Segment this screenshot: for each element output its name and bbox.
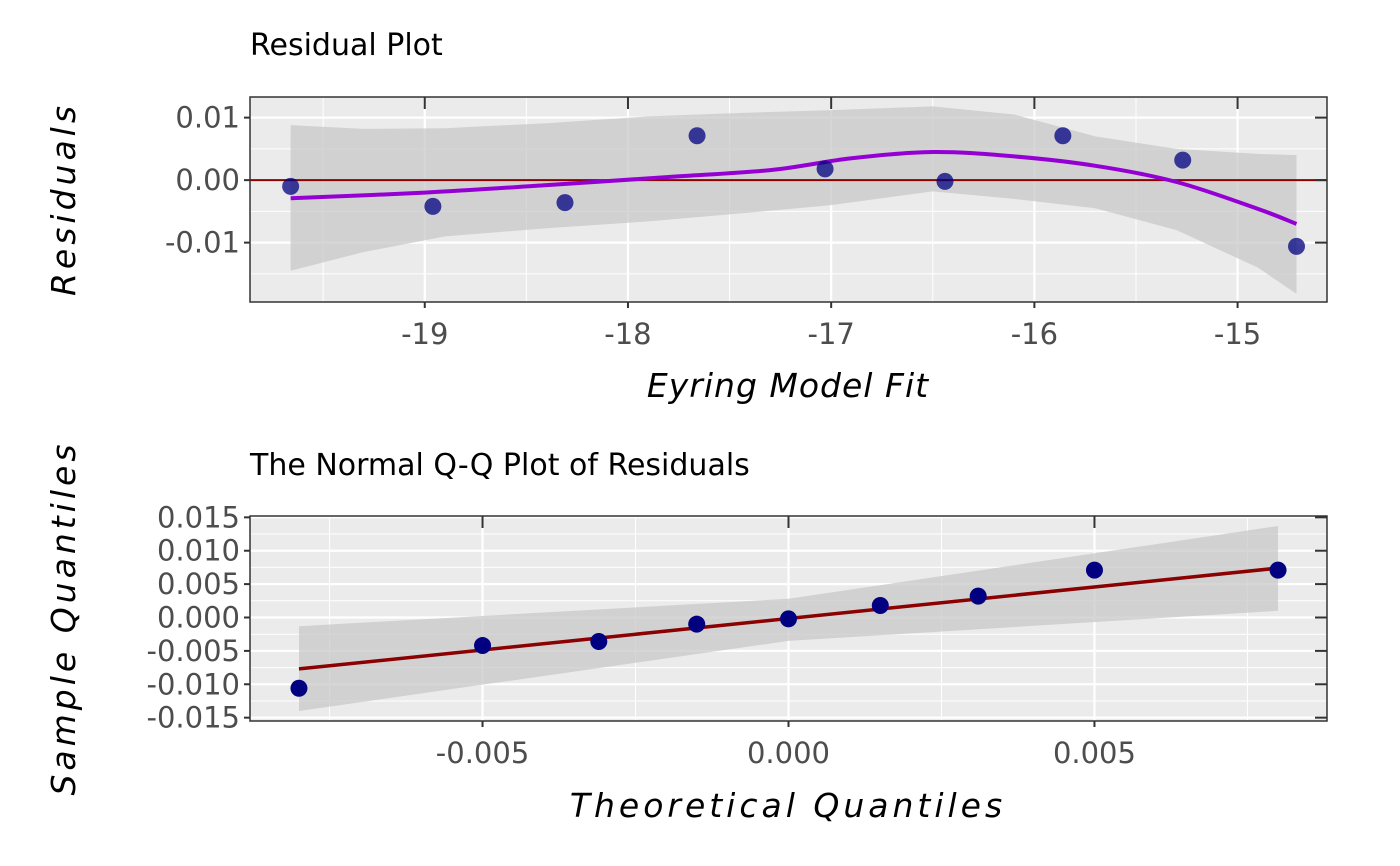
residual-plot-x-tick-label: -15	[1214, 317, 1261, 351]
qq-plot-y-tick-label: -0.010	[147, 667, 241, 701]
residual-plot-band-area	[290, 106, 1297, 294]
residual-plot-point	[1174, 151, 1192, 169]
qq-plot-point	[290, 679, 308, 697]
residual-plot-panel: Residual Plot -19 -18 -17 -16 -15 -0.01 0.00 0.…	[44, 28, 1328, 405]
residual-plot-x-tick-label: -18	[604, 317, 651, 351]
residual-plot-y-tick-label: -0.01	[165, 226, 240, 260]
qq-plot-point	[688, 615, 706, 633]
qq-plot-x-axis-title: Theoretical Quantiles	[570, 786, 1006, 825]
residual-plot-y-tick-label: 0.01	[175, 101, 240, 135]
residual-plot-border	[249, 96, 1328, 303]
residual-plot-confidence-band	[290, 106, 1297, 294]
residual-plot-ticks: -19 -18 -17 -16 -15 -0.01 0.00 0.01	[165, 97, 1327, 351]
residual-plot-point	[282, 177, 300, 195]
residual-plot-point	[1288, 237, 1306, 255]
residual-plot-title: Residual Plot	[250, 28, 443, 63]
residual-plot-point	[1054, 127, 1072, 145]
qq-plot-x-tick-label: 0.005	[1053, 736, 1136, 770]
qq-plot-y-tick-label: -0.005	[147, 634, 241, 668]
qq-plot-point	[474, 637, 492, 655]
residual-plot-point	[816, 160, 834, 178]
qq-plot-point	[871, 596, 889, 614]
residual-plot-y-axis-title: Residuals	[44, 102, 83, 296]
qq-plot-point	[780, 610, 797, 628]
qq-plot-y-tick-label: 0.000	[157, 600, 240, 634]
qq-plot-x-tick-label: 0.000	[747, 736, 830, 770]
residual-plot-x-tick-label: -17	[807, 317, 854, 351]
qq-plot-point	[969, 587, 987, 605]
qq-plot-point	[1085, 561, 1103, 579]
qq-plot-title: The Normal Q-Q Plot of Residuals	[249, 448, 750, 483]
qq-plot-y-tick-label: 0.005	[157, 567, 240, 601]
qq-plot-y-tick-label: 0.010	[157, 534, 240, 568]
residual-plot-point	[424, 197, 442, 215]
residual-plot-points	[282, 127, 1306, 255]
residual-plot-x-tick-label: -16	[1011, 317, 1058, 351]
qq-plot-point	[1269, 561, 1287, 579]
qq-plot-panel: The Normal Q-Q Plot of Residuals -0.005 0…	[44, 440, 1328, 825]
qq-plot-ticks: -0.005 0.000 0.005-0.015-0.010-0.0050.0000…	[147, 500, 1327, 770]
residual-plot-x-tick-label: -19	[401, 317, 448, 351]
residual-plot-x-axis-title: Eyring Model Fit	[647, 366, 929, 405]
residual-plot-point	[688, 127, 706, 145]
residual-plot-loess-line	[290, 149, 1298, 226]
qq-plot-y-tick-label: -0.015	[147, 701, 241, 735]
qq-plot-y-axis-title: Sample Quantiles	[44, 440, 83, 795]
qq-plot-points	[290, 561, 1287, 697]
residual-plot-point	[936, 172, 954, 190]
residual-plot-smooth-curve	[290, 149, 1298, 226]
qq-plot-y-tick-label: 0.015	[157, 500, 240, 534]
qq-plot-point	[590, 633, 608, 651]
qq-plot-x-tick-label: -0.005	[436, 736, 530, 770]
residual-plot-y-tick-label: 0.00	[175, 163, 240, 197]
residual-plot-point	[556, 194, 574, 212]
